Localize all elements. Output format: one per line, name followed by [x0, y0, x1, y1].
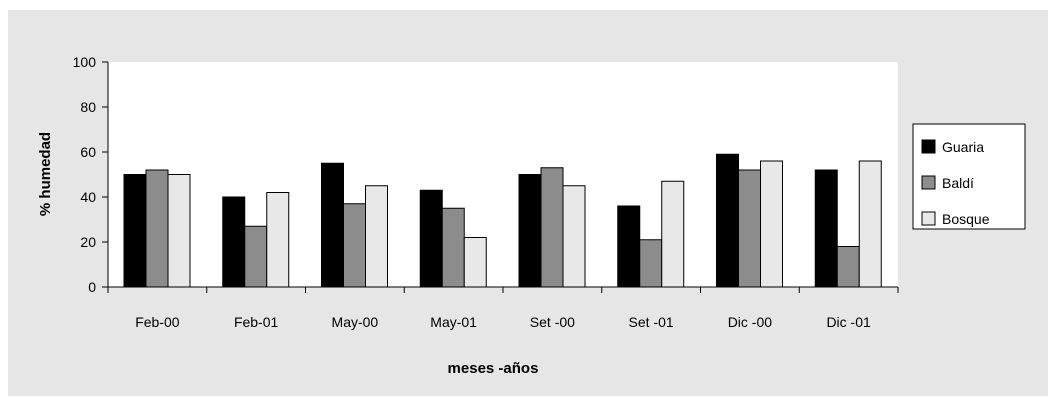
bar-bosque-1: [266, 192, 290, 288]
bar-bald-5: [639, 239, 663, 288]
bar-bald-7: [836, 246, 860, 288]
x-tick-label: Set -00: [530, 314, 575, 330]
y-tick-label: 100: [73, 54, 97, 70]
y-tick-label: 40: [80, 189, 96, 205]
y-axis-title: % humedad: [37, 132, 54, 216]
bar-bald-4: [540, 167, 564, 288]
x-axis-title: meses -años: [448, 360, 539, 377]
x-tick-label: May-00: [332, 314, 379, 330]
y-tick-label: 20: [80, 234, 96, 250]
bar-guaria-1: [222, 196, 246, 288]
bar-guaria-2: [321, 162, 344, 288]
bar-bosque-6: [760, 160, 783, 288]
y-tick-label: 0: [88, 279, 96, 295]
bar-guaria-6: [716, 153, 739, 288]
bar-bosque-2: [365, 185, 388, 288]
bar-bald-1: [244, 225, 268, 288]
x-tick-label: Feb-01: [234, 314, 279, 330]
y-tick-label: 80: [80, 99, 96, 115]
bar-guaria-4: [518, 174, 542, 288]
legend: Guaria Baldí Bosque: [912, 123, 1026, 230]
bar-guaria-7: [814, 169, 838, 288]
bar-guaria-5: [617, 205, 641, 288]
legend-swatch-guaria: [921, 139, 936, 154]
bar-bald-2: [343, 203, 366, 288]
bars-group: [123, 153, 882, 288]
bar-bosque-0: [167, 174, 191, 288]
legend-swatch-bosque: [921, 211, 936, 226]
legend-label-bald: Baldí: [942, 175, 974, 191]
x-tick-label: Dic -01: [826, 314, 871, 330]
legend-swatch-bald: [921, 175, 936, 190]
bar-guaria-0: [123, 174, 147, 288]
bar-guaria-3: [419, 189, 443, 288]
y-tick-label: 60: [80, 144, 96, 160]
bar-bosque-3: [463, 237, 487, 288]
bar-bald-6: [738, 169, 761, 288]
x-tick-label: Dic -00: [728, 314, 773, 330]
x-ticks: Feb-00 Feb-01 May-00 May-01 Set -00 Set -01 Di…: [107, 287, 899, 330]
bar-bosque-7: [858, 160, 882, 288]
legend-label-bosque: Bosque: [942, 211, 990, 227]
x-tick-label: May-01: [430, 314, 477, 330]
bar-bald-3: [441, 207, 465, 288]
bar-bald-0: [145, 169, 169, 288]
x-tick-label: Feb-00: [135, 314, 180, 330]
bar-bosque-5: [661, 180, 685, 288]
legend-label-guaria: Guaria: [942, 139, 984, 155]
bar-bosque-4: [562, 185, 586, 288]
x-tick-label: Set -01: [629, 314, 674, 330]
y-ticks: 0 20 40 60 80 100: [73, 54, 108, 295]
